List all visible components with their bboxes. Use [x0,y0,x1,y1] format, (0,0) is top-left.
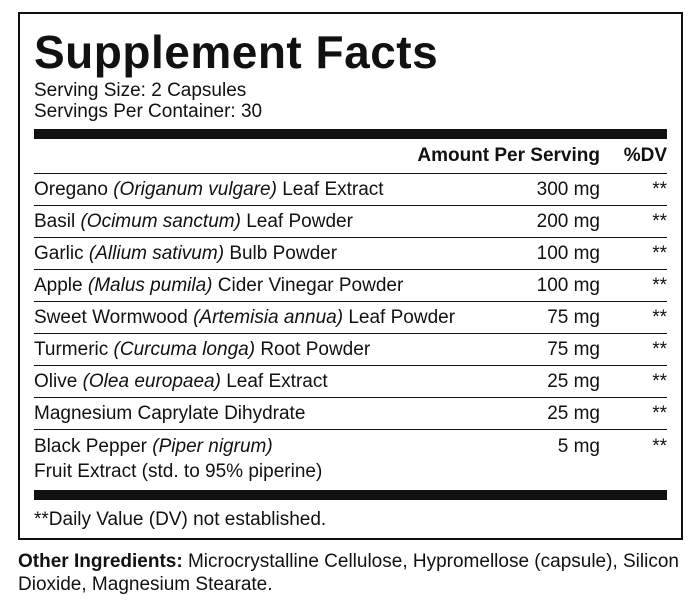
common-name: Apple [34,275,83,296]
common-name: Magnesium Caprylate Dihydrate [34,403,306,424]
latin-name: (Origanum vulgare) [113,179,277,200]
plant-part: Leaf Extract [282,179,384,200]
ingredient-row: Basil (Ocimum sanctum) Leaf Powder 200 mg… [34,206,667,238]
ingredient-name: Olive (Olea europaea) Leaf Extract [34,366,460,397]
daily-value: ** [652,211,667,232]
amount: 25 mg [547,403,600,424]
latin-name: (Curcuma longa) [113,339,256,360]
latin-name: (Piper nigrum) [152,436,273,457]
plant-part: Leaf Extract [226,371,328,392]
ingredient-name: Garlic (Allium sativum) Bulb Powder [34,238,460,269]
servings-per-container: Servings Per Container: 30 [34,101,263,122]
facts-content: Supplement Facts Serving Size: 2 Capsule… [34,14,667,540]
latin-name: (Olea europaea) [82,371,221,392]
common-name: Basil [34,211,76,232]
latin-name: (Allium sativum) [88,243,225,264]
title: Supplement Facts [34,26,439,78]
daily-value: ** [652,339,667,360]
plant-part: Bulb Powder [229,243,338,264]
common-name: Garlic [34,243,84,264]
amount: 200 mg [536,211,600,232]
amount: 300 mg [536,179,600,200]
amount: 100 mg [536,275,600,296]
other-label: Other Ingredients: [18,551,183,572]
facts-panel: Supplement Facts Serving Size: 2 Capsule… [18,12,683,540]
amount: 5 mg [557,436,600,457]
amount: 100 mg [536,243,600,264]
plant-part: Fruit Extract (std. to 95% piperine) [34,461,323,482]
common-name: Olive [34,371,78,392]
plant-part: Leaf Powder [246,211,353,232]
other-ingredients: Other Ingredients: Microcrystalline Cell… [18,550,688,596]
footnote: **Daily Value (DV) not established. [34,509,327,530]
plant-part: Leaf Powder [348,307,456,328]
ingredient-row: Turmeric (Curcuma longa) Root Powder 75 m… [34,334,667,366]
ingredient-name: Sweet Wormwood (Artemisia annua) Leaf Po… [34,302,460,333]
daily-value: ** [652,179,667,200]
latin-name: (Artemisia annua) [193,307,344,328]
ingredient-name: Turmeric (Curcuma longa) Root Powder [34,334,460,365]
daily-value: ** [652,436,667,457]
common-name: Sweet Wormwood [34,307,188,328]
ingredient-name: Basil (Ocimum sanctum) Leaf Powder [34,206,460,237]
ingredient-row: Magnesium Caprylate Dihydrate 25 mg ** [34,398,667,430]
divider-bar [34,129,667,139]
ingredient-name: Magnesium Caprylate Dihydrate [34,398,460,429]
ingredient-row: Oregano (Origanum vulgare) Leaf Extract 3… [34,174,667,206]
daily-value: ** [652,243,667,264]
divider-bar [34,490,667,500]
amount: 75 mg [547,307,600,328]
latin-name: (Malus pumila) [87,275,213,296]
amount: 75 mg [547,339,600,360]
amount-header: Amount Per Serving [417,145,600,166]
ingredient-row: Black Pepper (Piper nigrum) Fruit Extract… [34,430,667,490]
dv-header: %DV [623,145,667,166]
daily-value: ** [652,403,667,424]
ingredient-name: Oregano (Origanum vulgare) Leaf Extract [34,174,460,205]
ingredient-rows: Oregano (Origanum vulgare) Leaf Extract 3… [34,174,667,490]
common-name: Turmeric [34,339,109,360]
plant-part: Cider Vinegar Powder [217,275,404,296]
ingredient-row: Olive (Olea europaea) Leaf Extract 25 mg *… [34,366,667,398]
common-name: Black Pepper [34,436,148,457]
plant-part: Root Powder [260,339,371,360]
daily-value: ** [652,275,667,296]
table-header: Amount Per Serving %DV [34,139,667,174]
ingredient-row: Sweet Wormwood (Artemisia annua) Leaf Po… [34,302,667,334]
latin-name: (Ocimum sanctum) [80,211,241,232]
daily-value: ** [652,371,667,392]
common-name: Oregano [34,179,108,200]
other-text: Microcrystalline Cellulose, Hypromellose… [18,551,679,595]
ingredient-name: Apple (Malus pumila) Cider Vinegar Powde… [34,270,460,301]
ingredient-row: Apple (Malus pumila) Cider Vinegar Powde… [34,270,667,302]
amount: 25 mg [547,371,600,392]
daily-value: ** [652,307,667,328]
ingredient-row: Garlic (Allium sativum) Bulb Powder 100 m… [34,238,667,270]
serving-size: Serving Size: 2 Capsules [34,80,247,101]
ingredient-name: Black Pepper (Piper nigrum) Fruit Extract… [34,430,460,490]
